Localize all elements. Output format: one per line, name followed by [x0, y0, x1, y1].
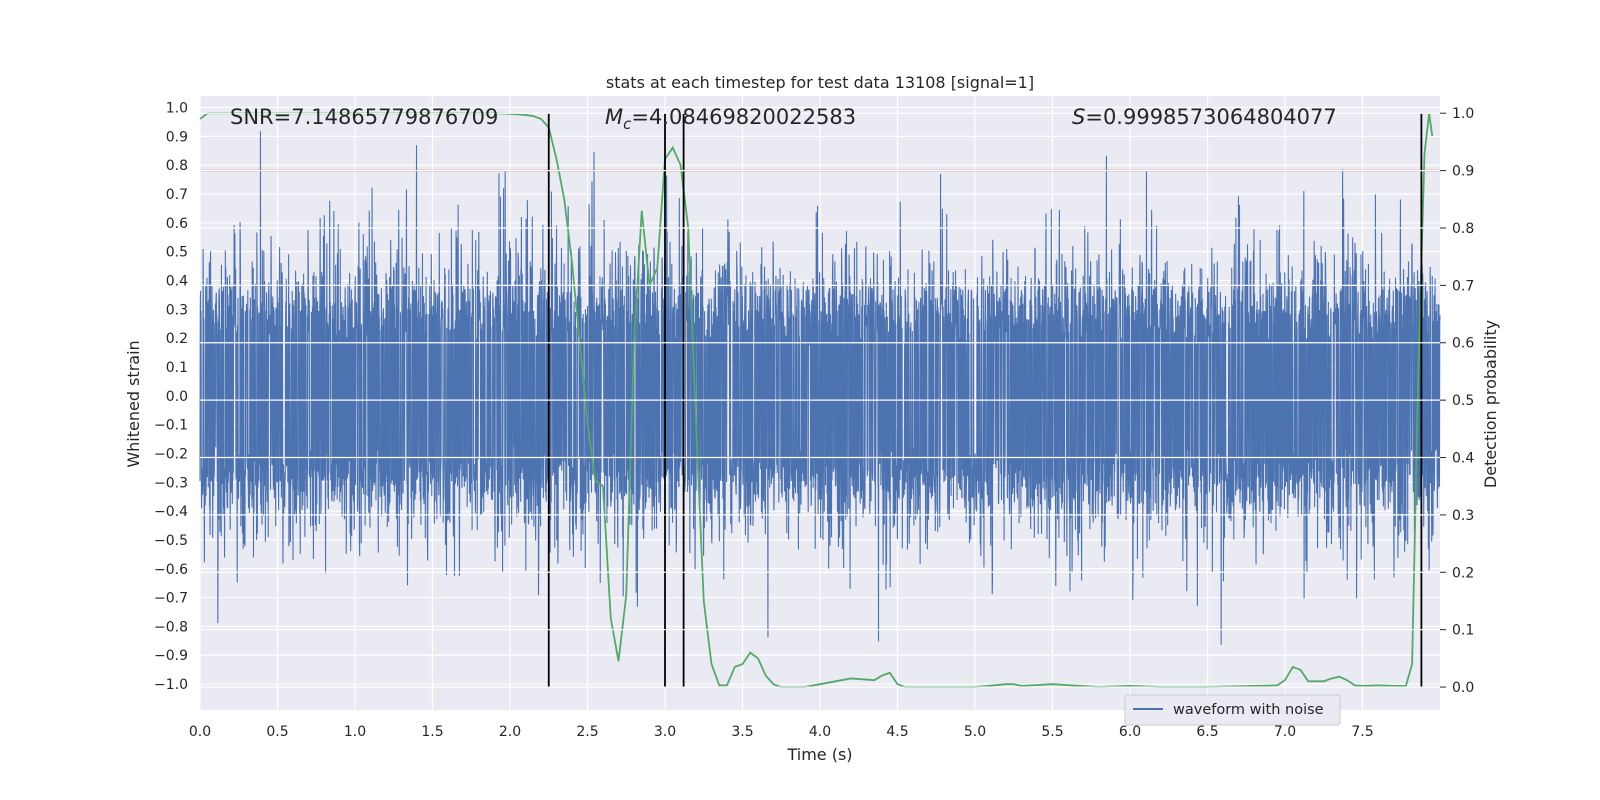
chirp-mass-subscript: c: [623, 115, 632, 133]
y-left-tick-label: −0.2: [154, 446, 188, 462]
y-left-tick-label: −0.8: [154, 619, 188, 635]
y-left-tick-label: 0.8: [166, 158, 188, 174]
y-left-tick-label: 0.4: [166, 273, 188, 289]
y-left-tick-label: 0.5: [166, 245, 188, 261]
x-tick-label: 1.0: [344, 724, 366, 740]
x-tick-label: 3.5: [731, 724, 753, 740]
y-left-tick-label: −0.5: [154, 533, 188, 549]
right-gridlines-overlay: [200, 112, 1440, 688]
y-left-tick-labels: 1.0 0.9 0.8 0.7 0.6 0.5 0.4 0.3 0.2 0.1 0.0 −0.1 −0.…: [154, 101, 188, 694]
y-right-tick-labels: 1.0 0.9 0.8 0.7 0.6 0.5 0.4 0.3 0.2 0.1 0.0: [1440, 106, 1474, 696]
y-right-tick-label: 0.0: [1452, 680, 1474, 696]
legend-box: [1124, 694, 1341, 726]
snr-annotation: SNR=7.14865779876709: [230, 105, 498, 129]
chirp-mass-annotation: Mc=4.08469820022583: [605, 105, 856, 133]
y-left-tick-label: 0.2: [166, 331, 188, 347]
x-tick-label: 7.0: [1274, 724, 1296, 740]
y-left-tick-label: 0.1: [166, 360, 188, 376]
y-right-tick-label: 0.6: [1452, 336, 1474, 352]
y-left-tick-label: 0.0: [166, 389, 188, 405]
x-tick-label: 4.5: [886, 724, 908, 740]
y-left-tick-label: 0.7: [166, 187, 188, 203]
y-left-axis-label: Whitened strain: [124, 340, 143, 467]
y-left-tick-label: −0.1: [154, 418, 188, 434]
y-right-tick-label: 0.9: [1452, 164, 1474, 180]
y-right-tick-label: 0.5: [1452, 393, 1474, 409]
y-right-tick-label: 0.2: [1452, 565, 1474, 581]
probability-series-group: [199, 112, 1434, 688]
y-left-tick-label: 0.3: [166, 302, 188, 318]
probability-line: [199, 112, 1434, 688]
y-right-tick-label: 0.7: [1452, 278, 1474, 294]
y-left-tick-label: 0.6: [166, 216, 188, 232]
y-right-tick-label: 0.8: [1452, 221, 1474, 237]
x-tick-label: 5.5: [1041, 724, 1063, 740]
y-right-tick-label: 1.0: [1452, 106, 1474, 122]
s-annotation: S=0.9998573064804077: [1072, 105, 1337, 129]
y-right-tick-label: 0.4: [1452, 451, 1474, 467]
chirp-mass-value: =4.08469820022583: [631, 105, 856, 129]
x-tick-label: 2.5: [576, 724, 598, 740]
x-tick-label: 6.5: [1196, 724, 1218, 740]
y-right-tick-label: 0.3: [1452, 508, 1474, 524]
x-tick-labels: 0.0 0.5 1.0 1.5 2.0 2.5 3.0 3.5 4.0 4.5 5.0 5.5 6.0 6…: [189, 724, 1374, 740]
y-right-axis-label: Detection probability: [1481, 320, 1500, 488]
x-tick-label: 6.0: [1119, 724, 1141, 740]
y-right-tick-label: 0.1: [1452, 623, 1474, 639]
y-left-tick-label: 0.9: [166, 129, 188, 145]
x-tick-label: 0.0: [189, 724, 211, 740]
y-left-tick-label: −0.7: [154, 591, 188, 607]
x-tick-label: 2.0: [499, 724, 521, 740]
x-tick-label: 4.0: [809, 724, 831, 740]
x-axis-label: Time (s): [786, 745, 852, 764]
s-symbol: S: [1072, 105, 1085, 129]
x-tick-label: 0.5: [266, 724, 288, 740]
waveform-line: [199, 131, 1441, 645]
x-tick-label: 5.0: [964, 724, 986, 740]
y-left-tick-label: −0.9: [154, 648, 188, 664]
chart-title: stats at each timestep for test data 131…: [606, 73, 1034, 92]
y-left-tick-label: −0.4: [154, 504, 188, 520]
y-left-tick-label: −0.3: [154, 475, 188, 491]
y-left-tick-label: −0.6: [154, 562, 188, 578]
waveform-series: [199, 131, 1441, 645]
legend-label: waveform with noise: [1173, 702, 1324, 718]
x-tick-label: 3.0: [654, 724, 676, 740]
y-left-tick-label: 1.0: [166, 101, 188, 117]
s-value: =0.9998573064804077: [1085, 105, 1336, 129]
x-tick-label: 7.5: [1351, 724, 1373, 740]
chirp-mass-symbol: M: [605, 105, 623, 129]
x-tick-label: 1.5: [421, 724, 443, 740]
legend: waveform with noise: [1124, 694, 1341, 726]
y-left-tick-label: −1.0: [154, 677, 188, 693]
